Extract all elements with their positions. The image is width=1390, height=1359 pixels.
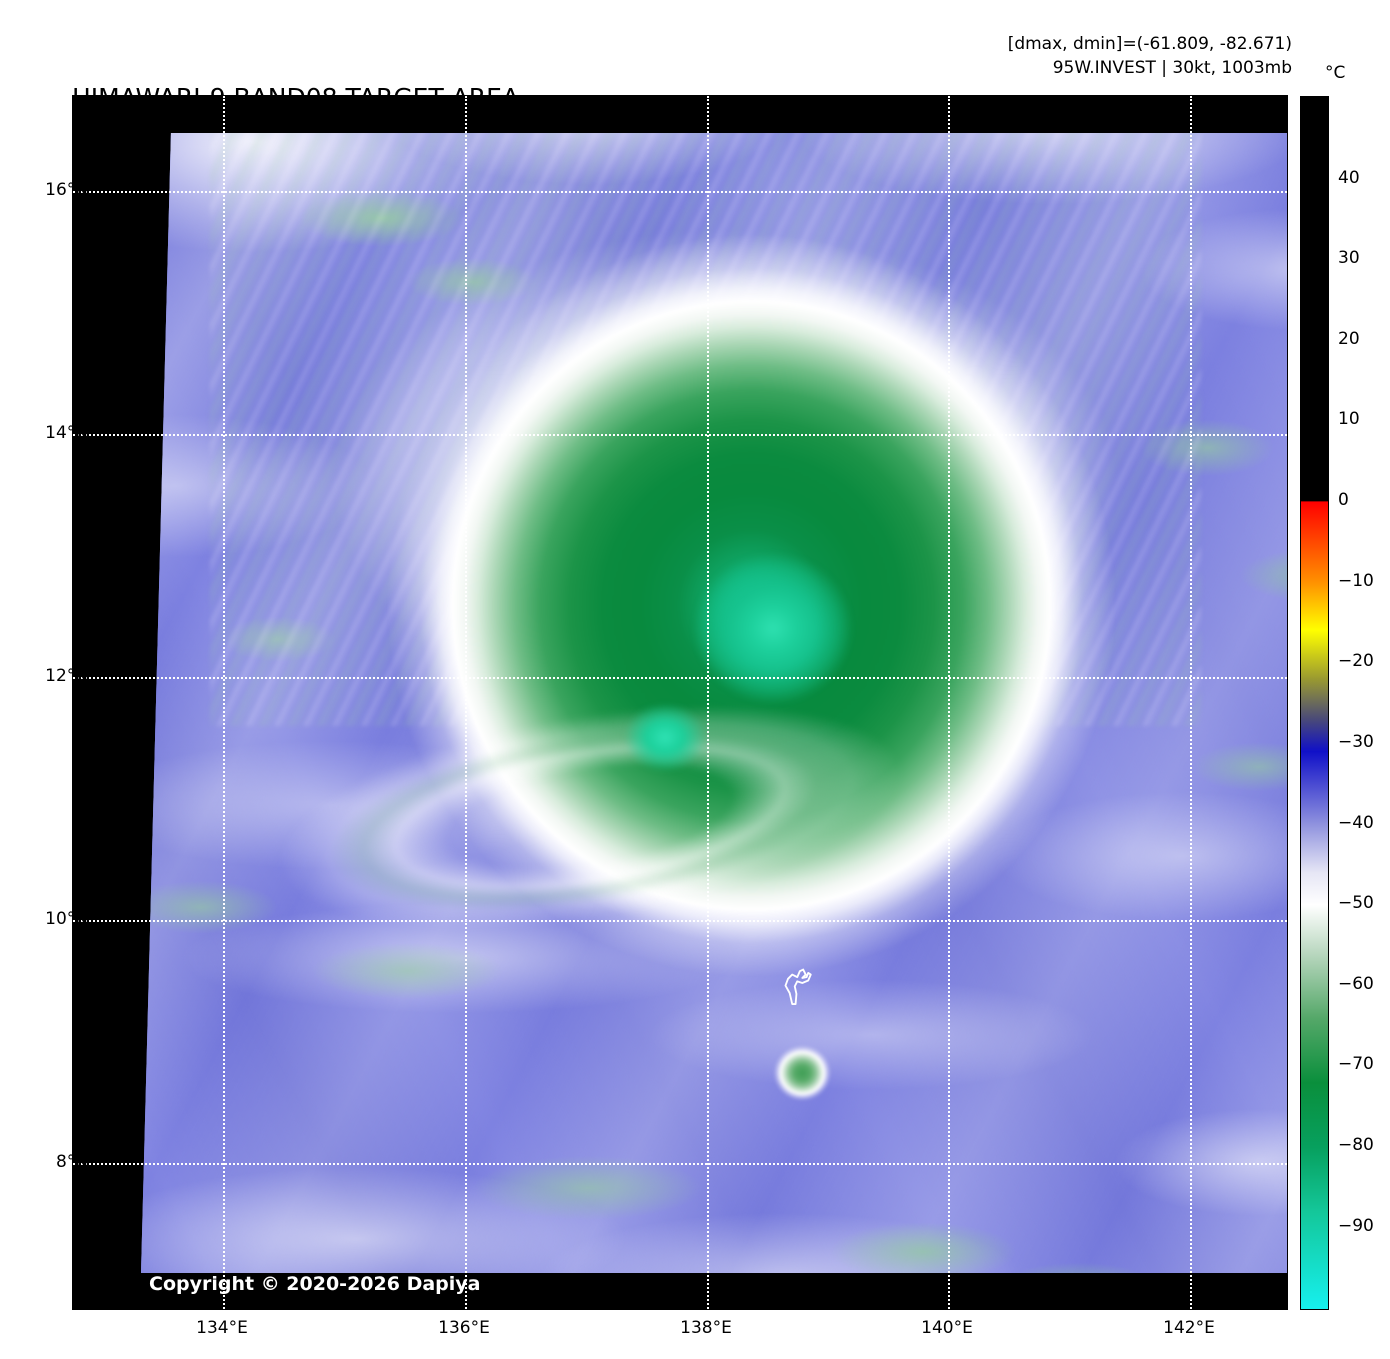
colorbar-tick-10: 10: [1338, 409, 1360, 429]
island-coastline-icon: [784, 969, 813, 1006]
dmax-dmin-text: [dmax, dmin]=(-61.809, -82.671): [1007, 34, 1292, 54]
colorbar-tick-20: 20: [1338, 329, 1360, 349]
lon-tick-140e: 140°E: [921, 1318, 973, 1338]
lon-tick-136e: 136°E: [438, 1318, 490, 1338]
colorbar-tick-m70: −70: [1338, 1054, 1374, 1074]
colorbar-tick-40: 40: [1338, 168, 1360, 188]
colorbar-tick-m50: −50: [1338, 893, 1374, 913]
colorbar-tick-m10: −10: [1338, 571, 1374, 591]
satellite-map[interactable]: Copyright © 2020-2026 Dapiya: [72, 95, 1288, 1310]
colorbar-tick-m40: −40: [1338, 813, 1374, 833]
colorbar-tick-0: 0: [1338, 490, 1349, 510]
header-metadata: [dmax, dmin]=(-61.809, -82.671) 95W.INVE…: [1008, 32, 1292, 80]
colorbar-tick-m20: −20: [1338, 651, 1374, 671]
coldest-cloud-top-core-secondary: [613, 691, 717, 783]
temperature-colorbar[interactable]: [1300, 96, 1329, 1310]
lat-tick-8n: 8°N: [55, 1152, 88, 1172]
lon-tick-142e: 142°E: [1163, 1318, 1215, 1338]
lat-tick-16n: 16°N: [45, 180, 88, 200]
lat-tick-10n: 10°N: [45, 909, 88, 929]
lat-tick-12n: 12°N: [45, 666, 88, 686]
colorbar-tick-30: 30: [1338, 248, 1360, 268]
isolated-convective-cell: [768, 1033, 843, 1109]
satellite-imagery-swath: [141, 133, 1287, 1273]
lon-tick-138e: 138°E: [680, 1318, 732, 1338]
lon-tick-134e: 134°E: [196, 1318, 248, 1338]
colorbar-tick-m30: −30: [1338, 732, 1374, 752]
lat-tick-14n: 14°N: [45, 423, 88, 443]
copyright-text: Copyright © 2020-2026 Dapiya: [149, 1273, 481, 1295]
colorbar-gradient: [1301, 97, 1328, 1309]
colorbar-tick-m90: −90: [1338, 1216, 1374, 1236]
colorbar-tick-m60: −60: [1338, 974, 1374, 994]
colorbar-unit-label: °C: [1325, 63, 1346, 83]
storm-info-text: 95W.INVEST | 30kt, 1003mb: [1052, 58, 1292, 79]
colorbar-tick-m80: −80: [1338, 1135, 1374, 1155]
